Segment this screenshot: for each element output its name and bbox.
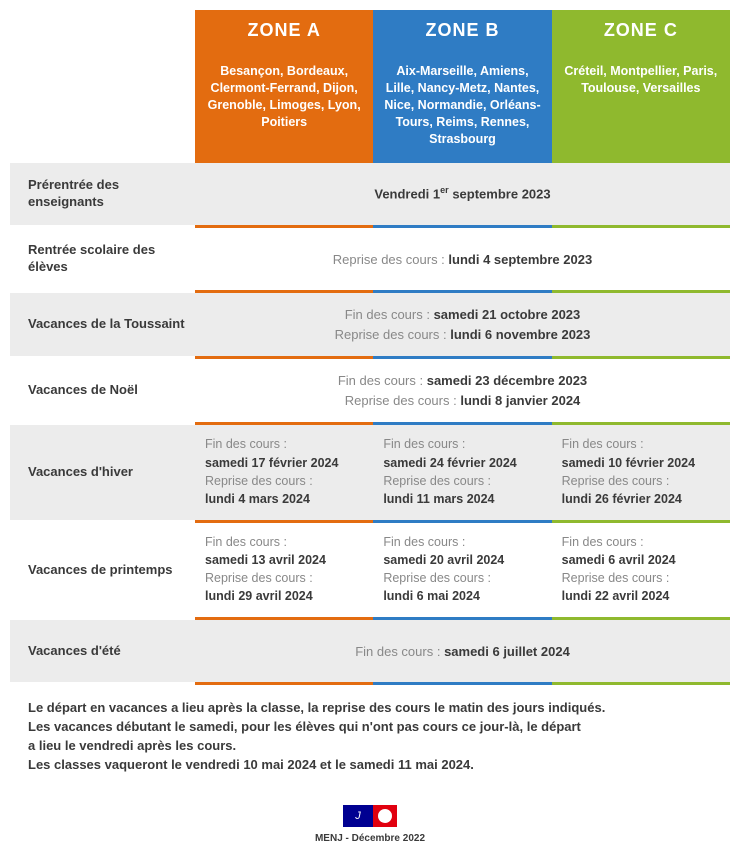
zone-c-cities: Créteil, Montpellier, Paris, Toulouse, V… bbox=[552, 51, 730, 163]
label: Fin des cours : bbox=[383, 533, 543, 551]
footnote-line: Les classes vaqueront le vendredi 10 mai… bbox=[28, 756, 712, 775]
gov-logo-icon: J bbox=[343, 805, 397, 827]
row-noel: Vacances de Noël Fin des cours : samedi … bbox=[10, 359, 730, 422]
date: lundi 8 janvier 2024 bbox=[460, 393, 580, 408]
label: Fin des cours : bbox=[562, 435, 722, 453]
date: lundi 4 mars 2024 bbox=[205, 490, 365, 508]
date: lundi 29 avril 2024 bbox=[205, 587, 365, 605]
date: samedi 6 avril 2024 bbox=[562, 551, 722, 569]
date: samedi 13 avril 2024 bbox=[205, 551, 365, 569]
zone-b-cities: Aix-Marseille, Amiens, Lille, Nancy-Metz… bbox=[373, 51, 551, 163]
label: Fin des cours : bbox=[345, 307, 434, 322]
row-rentree: Rentrée scolaire des élèves Reprise des … bbox=[10, 228, 730, 290]
zone-b-value: Fin des cours : samedi 20 avril 2024 Rep… bbox=[373, 523, 551, 618]
date: samedi 10 février 2024 bbox=[562, 454, 722, 472]
date: samedi 17 février 2024 bbox=[205, 454, 365, 472]
footnote: Le départ en vacances a lieu après la cl… bbox=[10, 685, 730, 788]
zone-b-value: Fin des cours : samedi 24 février 2024 R… bbox=[373, 425, 551, 520]
footer: J MENJ - Décembre 2022 bbox=[10, 805, 730, 844]
zone-c-header: ZONE C bbox=[552, 10, 730, 51]
row-label: Vacances de Noël bbox=[10, 359, 195, 422]
date: samedi 6 juillet 2024 bbox=[444, 644, 570, 659]
text: Vendredi 1 bbox=[374, 187, 440, 202]
label: Reprise des cours : bbox=[205, 569, 365, 587]
date: samedi 24 février 2024 bbox=[383, 454, 543, 472]
source-text: MENJ - Décembre 2022 bbox=[10, 833, 730, 844]
row-value: Fin des cours : samedi 6 juillet 2024 bbox=[195, 620, 730, 682]
label: Reprise des cours : bbox=[335, 327, 451, 342]
date: samedi 23 décembre 2023 bbox=[427, 373, 587, 388]
label: Reprise des cours : bbox=[333, 252, 449, 267]
date: lundi 26 février 2024 bbox=[562, 490, 722, 508]
cities-row: Besançon, Bordeaux, Clermont-Ferrand, Di… bbox=[10, 51, 730, 163]
zone-a-header: ZONE A bbox=[195, 10, 373, 51]
row-printemps: Vacances de printemps Fin des cours : sa… bbox=[10, 523, 730, 618]
label: Fin des cours : bbox=[338, 373, 427, 388]
zone-b-header: ZONE B bbox=[373, 10, 551, 51]
zone-a-cities: Besançon, Bordeaux, Clermont-Ferrand, Di… bbox=[195, 51, 373, 163]
label: Fin des cours : bbox=[205, 435, 365, 453]
label: Reprise des cours : bbox=[205, 472, 365, 490]
label: Fin des cours : bbox=[562, 533, 722, 551]
row-ete: Vacances d'été Fin des cours : samedi 6 … bbox=[10, 620, 730, 682]
row-label: Vacances de la Toussaint bbox=[10, 293, 195, 356]
label: Reprise des cours : bbox=[383, 472, 543, 490]
row-label: Prérentrée des enseignants bbox=[10, 163, 195, 225]
date: samedi 20 avril 2024 bbox=[383, 551, 543, 569]
zone-c-value: Fin des cours : samedi 6 avril 2024 Repr… bbox=[552, 523, 730, 618]
row-label: Vacances de printemps bbox=[10, 523, 195, 618]
footnote-line: Le départ en vacances a lieu après la cl… bbox=[28, 699, 712, 718]
label: Fin des cours : bbox=[383, 435, 543, 453]
label: Reprise des cours : bbox=[345, 393, 461, 408]
date: lundi 6 mai 2024 bbox=[383, 587, 543, 605]
date: lundi 4 septembre 2023 bbox=[448, 252, 592, 267]
footnote-line: Les vacances débutant le samedi, pour le… bbox=[28, 718, 712, 737]
date: lundi 6 novembre 2023 bbox=[450, 327, 590, 342]
row-value: Vendredi 1er septembre 2023 bbox=[195, 163, 730, 225]
label: Fin des cours : bbox=[205, 533, 365, 551]
ordinal: er bbox=[440, 185, 449, 195]
label: Reprise des cours : bbox=[562, 569, 722, 587]
zone-header-row: ZONE A ZONE B ZONE C bbox=[10, 10, 730, 51]
date: lundi 22 avril 2024 bbox=[562, 587, 722, 605]
row-value: Fin des cours : samedi 21 octobre 2023 R… bbox=[195, 293, 730, 356]
zone-a-value: Fin des cours : samedi 17 février 2024 R… bbox=[195, 425, 373, 520]
calendar-table: ZONE A ZONE B ZONE C Besançon, Bordeaux,… bbox=[10, 10, 730, 685]
row-value: Fin des cours : samedi 23 décembre 2023 … bbox=[195, 359, 730, 422]
row-toussaint: Vacances de la Toussaint Fin des cours :… bbox=[10, 293, 730, 356]
footnote-line: a lieu le vendredi après les cours. bbox=[28, 737, 712, 756]
label: Fin des cours : bbox=[355, 644, 444, 659]
row-label: Rentrée scolaire des élèves bbox=[10, 228, 195, 290]
text: septembre 2023 bbox=[449, 187, 551, 202]
row-value: Reprise des cours : lundi 4 septembre 20… bbox=[195, 228, 730, 290]
row-hiver: Vacances d'hiver Fin des cours : samedi … bbox=[10, 425, 730, 520]
zone-a-value: Fin des cours : samedi 13 avril 2024 Rep… bbox=[195, 523, 373, 618]
date: lundi 11 mars 2024 bbox=[383, 490, 543, 508]
row-prerentree: Prérentrée des enseignants Vendredi 1er … bbox=[10, 163, 730, 225]
label: Reprise des cours : bbox=[562, 472, 722, 490]
date: samedi 21 octobre 2023 bbox=[434, 307, 581, 322]
zone-c-value: Fin des cours : samedi 10 février 2024 R… bbox=[552, 425, 730, 520]
label: Reprise des cours : bbox=[383, 569, 543, 587]
row-label: Vacances d'été bbox=[10, 620, 195, 682]
row-label: Vacances d'hiver bbox=[10, 425, 195, 520]
